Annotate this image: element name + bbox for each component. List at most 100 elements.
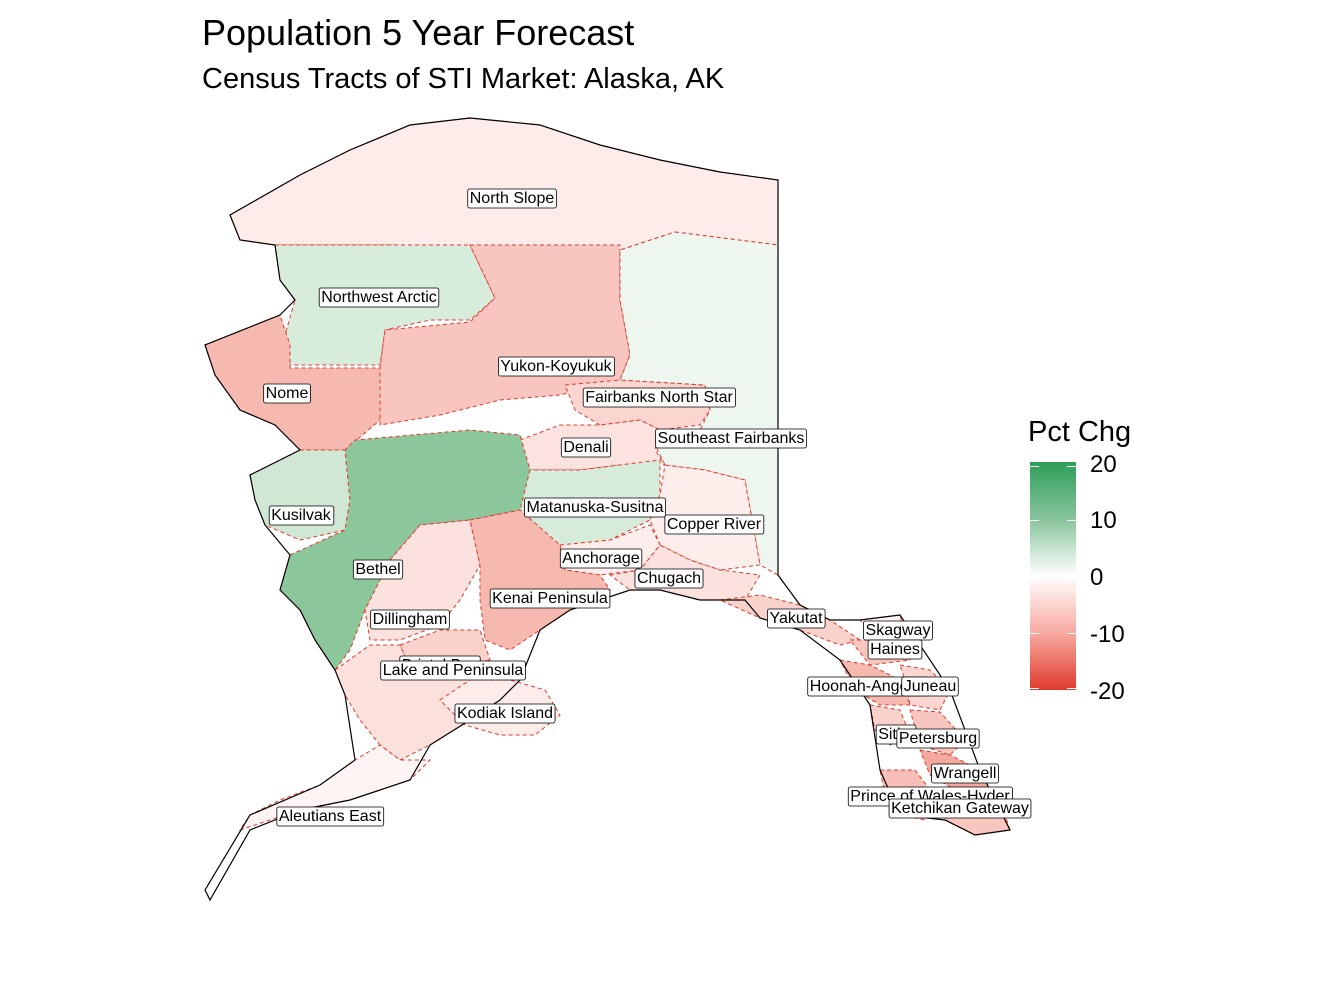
label-nome: Nome xyxy=(263,383,311,404)
label-haines: Haines xyxy=(867,639,923,660)
label-kenai-peninsula: Kenai Peninsula xyxy=(489,588,611,609)
legend-tick-mark xyxy=(1067,520,1076,521)
label-text: Kenai Peninsula xyxy=(492,590,608,607)
label-text: Hoonah-Angoon xyxy=(810,678,927,695)
label-box xyxy=(318,287,440,308)
label-southeast-fairbanks: Southeast Fairbanks xyxy=(655,428,807,449)
label-box xyxy=(560,437,612,458)
region-north-slope xyxy=(229,117,779,251)
label-text: Juneau xyxy=(904,678,957,695)
label-text: Aleutians East xyxy=(279,808,382,825)
label-kodiak-island: Kodiak Island xyxy=(454,703,556,724)
label-matanuska-susitna: Matanuska-Susitna xyxy=(524,497,666,518)
label-text: Bethel xyxy=(355,561,400,578)
label-box xyxy=(888,798,1032,819)
label-yakutat: Yakutat xyxy=(767,608,826,629)
legend-tick-label: -10 xyxy=(1090,621,1125,648)
map-title: Population 5 Year Forecast xyxy=(202,12,635,53)
label-text: Fairbanks North Star xyxy=(585,389,733,406)
label-text: Copper River xyxy=(667,516,762,533)
label-skagway: Skagway xyxy=(863,620,933,641)
label-text: Skagway xyxy=(866,622,931,639)
label-text: Kusilvak xyxy=(271,507,332,524)
label-box xyxy=(931,763,999,784)
legend-tick-mark xyxy=(1067,576,1076,577)
map-subtitle: Census Tracts of STI Market: Alaska, AK xyxy=(202,63,725,95)
label-ketchikan-gateway: Ketchikan Gateway xyxy=(888,798,1032,819)
label-text: Dillingham xyxy=(373,611,448,628)
label-text: Denali xyxy=(563,439,608,456)
label-box xyxy=(524,497,666,518)
label-text: Yakutat xyxy=(769,610,823,627)
label-fairbanks-north-star: Fairbanks North Star xyxy=(582,387,736,408)
legend-tick-mark xyxy=(1030,576,1039,577)
region-kusilvak xyxy=(249,449,351,541)
label-box xyxy=(263,383,311,404)
label-dillingham: Dillingham xyxy=(370,609,450,630)
legend-tick-label: -20 xyxy=(1090,678,1125,705)
label-copper-river: Copper River xyxy=(664,514,765,535)
label-kusilvak: Kusilvak xyxy=(268,505,335,526)
label-box xyxy=(467,188,557,209)
label-box xyxy=(664,514,765,535)
label-text: Anchorage xyxy=(562,550,639,567)
label-northwest-arctic: Northwest Arctic xyxy=(318,287,440,308)
label-anchorage: Anchorage xyxy=(559,548,643,569)
label-north-slope: North Slope xyxy=(467,188,557,209)
legend-tick-label: 20 xyxy=(1090,451,1117,478)
label-box xyxy=(901,676,959,697)
label-hoonah-angoon: Hoonah-Angoon xyxy=(807,676,929,697)
label-text: Matanuska-Susitna xyxy=(527,499,664,516)
label-bethel: Bethel xyxy=(352,559,404,580)
label-text: Ketchikan Gateway xyxy=(891,800,1029,817)
label-text: Northwest Arctic xyxy=(321,289,437,306)
legend-tick-label: 10 xyxy=(1090,507,1117,534)
label-box xyxy=(454,703,556,724)
label-text: Lake and Peninsula xyxy=(383,662,524,679)
label-box xyxy=(370,609,450,630)
label-text: Haines xyxy=(870,641,920,658)
legend-tick-mark xyxy=(1067,466,1076,467)
legend-tick-mark xyxy=(1030,633,1039,634)
labels-layer: North Slope Northwest Arctic Nome Yukon-Koy… xyxy=(263,188,1032,827)
legend-title: Pct Chg xyxy=(1028,416,1132,448)
label-text: Yukon-Koyukuk xyxy=(500,358,612,375)
label-box xyxy=(276,806,385,827)
label-box xyxy=(655,428,807,449)
label-wrangell: Wrangell xyxy=(931,763,999,784)
label-box xyxy=(380,660,526,681)
label-box xyxy=(489,588,611,609)
legend-tick-mark xyxy=(1030,520,1039,521)
label-juneau: Juneau xyxy=(901,676,959,697)
label-box xyxy=(867,639,923,660)
region-yukon-koyukuk xyxy=(379,244,631,426)
label-text: Chugach xyxy=(637,570,701,587)
label-yukon-koyukuk: Yukon-Koyukuk xyxy=(498,356,615,377)
label-lake-and-peninsula: Lake and Peninsula xyxy=(380,660,526,681)
label-box xyxy=(896,728,980,749)
label-text: Kodiak Island xyxy=(457,705,553,722)
label-denali: Denali xyxy=(560,437,612,458)
label-text: Wrangell xyxy=(934,765,997,782)
label-text: Southeast Fairbanks xyxy=(658,430,805,447)
label-text: Petersburg xyxy=(899,730,977,747)
region-nome xyxy=(204,314,386,451)
label-box xyxy=(634,568,704,589)
legend-tick-mark xyxy=(1067,633,1076,634)
label-chugach: Chugach xyxy=(634,568,704,589)
label-box xyxy=(559,548,643,569)
label-box xyxy=(352,559,404,580)
legend-tick-mark xyxy=(1030,688,1039,689)
legend-tick-mark xyxy=(1030,466,1039,467)
legend-tick-mark xyxy=(1067,688,1076,689)
label-box xyxy=(498,356,615,377)
label-text: North Slope xyxy=(470,190,555,207)
legend-tick-label: 0 xyxy=(1090,564,1104,591)
label-aleutians-east: Aleutians East xyxy=(276,806,385,827)
alaska-coastline xyxy=(204,117,1011,902)
label-box xyxy=(767,608,826,629)
label-petersburg: Petersburg xyxy=(896,728,980,749)
label-box xyxy=(268,505,335,526)
label-box xyxy=(582,387,736,408)
